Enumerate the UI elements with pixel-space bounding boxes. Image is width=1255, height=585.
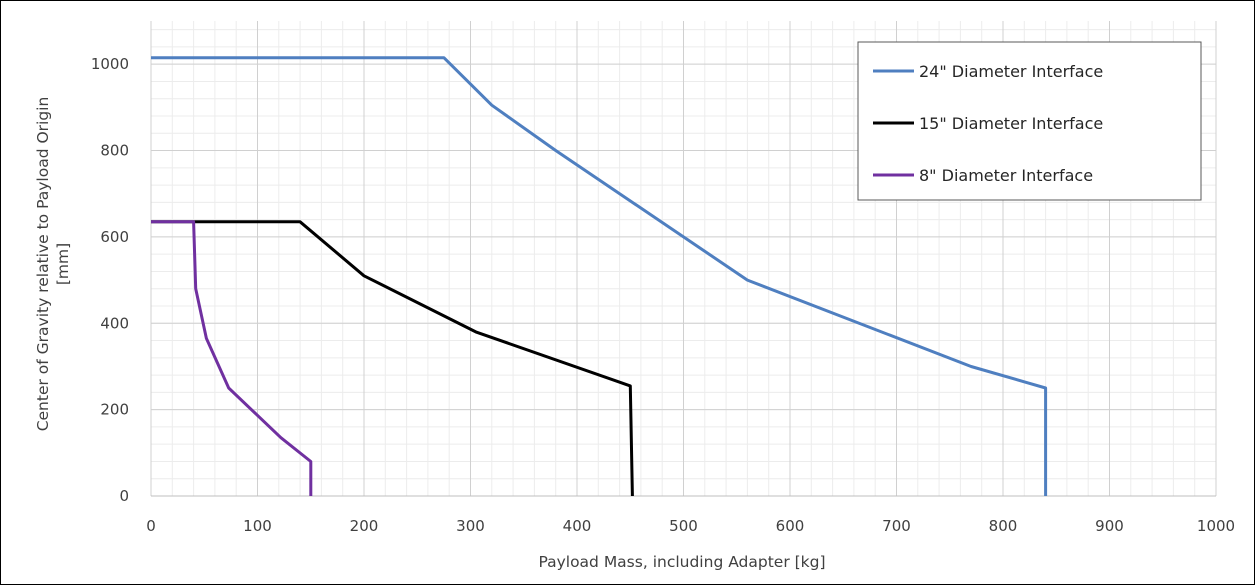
x-tick-label: 500 [669,517,698,535]
legend-entry-24-inch: 24" Diameter Interface [873,62,1103,81]
series-lines [151,56,1048,497]
legend-label-24-inch: 24" Diameter Interface [919,62,1103,81]
x-tick-label: 1000 [1197,517,1235,535]
series-line-0 [151,56,1048,496]
x-tick-label: 800 [989,517,1018,535]
x-tick-label: 700 [882,517,911,535]
x-axis-label: Payload Mass, including Adapter [kg] [538,553,825,571]
series-line-1 [151,220,634,497]
x-tick-label: 300 [456,517,485,535]
y-axis-label-line-2: [mm] [54,243,72,285]
legend-label-8-inch: 8" Diameter Interface [919,166,1093,185]
y-tick-label: 1000 [91,55,129,73]
legend-entry-8-inch: 8" Diameter Interface [873,166,1093,185]
legend: 24" Diameter Interface 15" Diameter Inte… [857,41,1202,201]
y-tick-label: 800 [100,142,129,160]
y-axis-label-line-1: Center of Gravity relative to Payload Or… [34,97,52,432]
y-axis-label: Center of Gravity relative to Payload Or… [34,97,72,432]
x-tick-label: 900 [1095,517,1124,535]
legend-label-15-inch: 15" Diameter Interface [919,114,1103,133]
x-tick-label: 200 [350,517,379,535]
x-tick-label: 0 [146,517,156,535]
y-tick-label: 600 [100,228,129,246]
legend-entry-15-inch: 15" Diameter Interface [873,114,1103,133]
x-tick-label: 400 [563,517,592,535]
y-tick-label: 0 [119,487,129,505]
x-tick-label: 600 [776,517,805,535]
x-tick-label: 100 [243,517,272,535]
y-tick-label: 400 [100,314,129,332]
tick-labels: 0 100 200 300 400 500 600 700 800 900 1000 0 200 400 6… [91,55,1235,535]
series-line-2 [151,220,313,496]
legend-box [857,41,1202,201]
y-tick-label: 200 [100,401,129,419]
